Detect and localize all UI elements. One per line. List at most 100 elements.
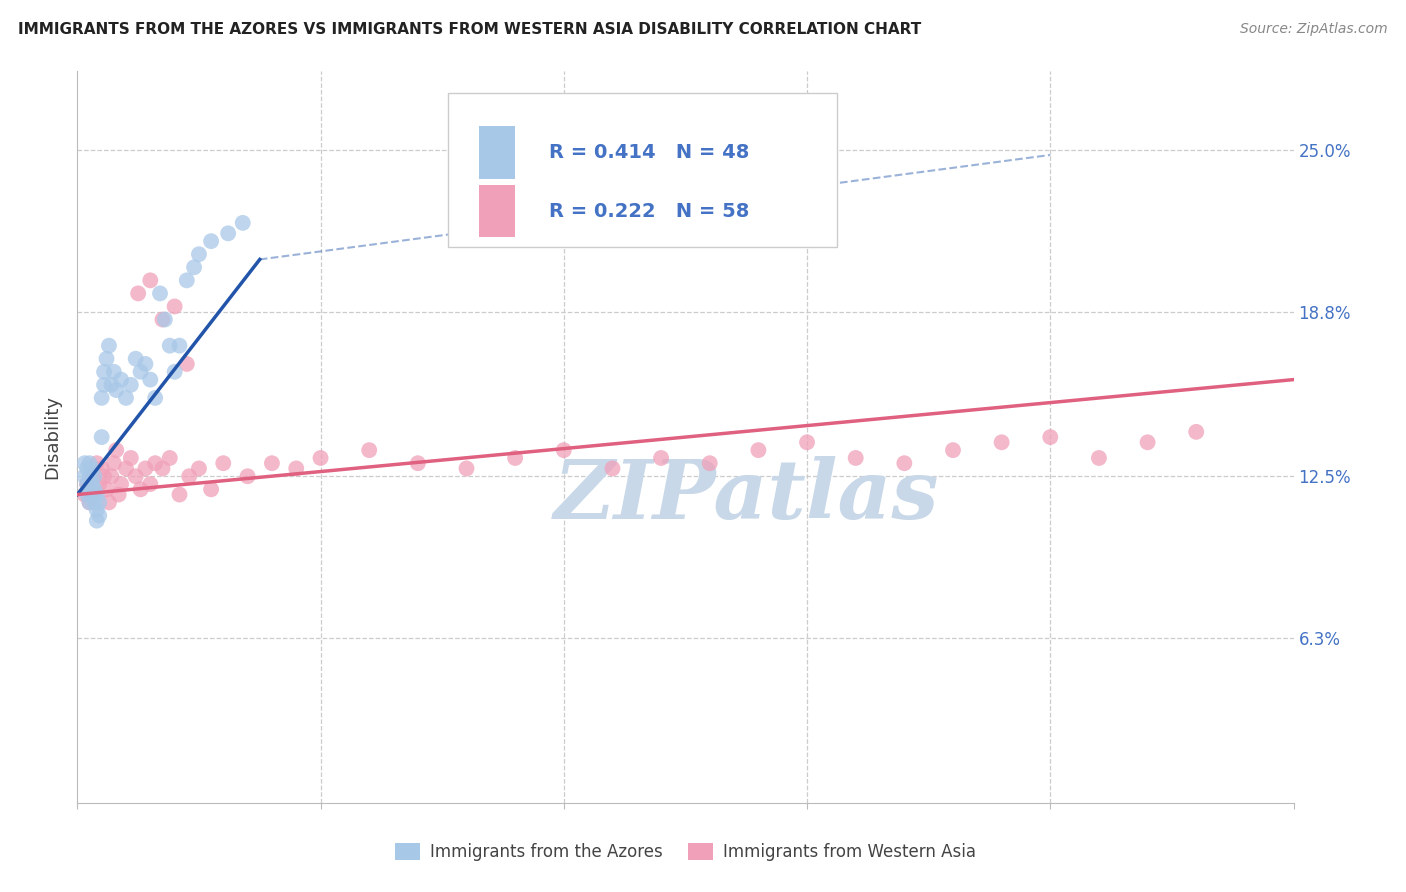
Point <box>125 469 148 483</box>
Point <box>97 495 120 509</box>
Point <box>86 487 108 501</box>
Point <box>115 391 138 405</box>
Point <box>796 435 818 450</box>
Text: ZIPatlas: ZIPatlas <box>554 456 939 535</box>
Point <box>1185 425 1208 439</box>
Point <box>83 487 105 501</box>
Point <box>893 456 915 470</box>
Point <box>83 483 105 497</box>
Text: R = 0.222   N = 58: R = 0.222 N = 58 <box>550 202 749 220</box>
Point <box>845 450 868 465</box>
Point <box>163 300 186 314</box>
Point <box>699 456 721 470</box>
Point <box>406 456 429 470</box>
Point <box>90 461 112 475</box>
Point <box>602 461 624 475</box>
Point <box>188 247 211 261</box>
Point <box>80 487 103 501</box>
Y-axis label: Disability: Disability <box>44 395 62 479</box>
Point <box>90 430 112 444</box>
Point <box>89 508 111 523</box>
Point <box>90 391 112 405</box>
Point <box>134 357 156 371</box>
Point <box>105 383 128 397</box>
Legend: Immigrants from the Azores, Immigrants from Western Asia: Immigrants from the Azores, Immigrants f… <box>388 836 983 868</box>
FancyBboxPatch shape <box>449 94 838 247</box>
Point <box>200 234 222 248</box>
Point <box>260 456 283 470</box>
Point <box>217 227 239 241</box>
Point <box>89 495 111 509</box>
Point <box>139 477 162 491</box>
Point <box>990 435 1012 450</box>
Point <box>97 339 120 353</box>
Point <box>285 461 308 475</box>
Point <box>134 461 156 475</box>
Point <box>127 286 149 301</box>
Point <box>93 377 115 392</box>
Point <box>125 351 148 366</box>
Point <box>89 477 111 491</box>
Point <box>107 487 129 501</box>
Point <box>236 469 259 483</box>
Point <box>100 469 122 483</box>
Point <box>110 477 132 491</box>
Point <box>76 487 98 501</box>
Point <box>110 373 132 387</box>
Point <box>105 443 128 458</box>
Point <box>76 461 98 475</box>
Point <box>143 456 166 470</box>
Point <box>73 469 96 483</box>
Point <box>80 469 103 483</box>
Point <box>115 461 138 475</box>
Text: Source: ZipAtlas.com: Source: ZipAtlas.com <box>1240 22 1388 37</box>
Point <box>103 456 125 470</box>
Point <box>76 477 98 491</box>
Point <box>169 487 191 501</box>
Point <box>79 483 101 497</box>
Point <box>183 260 205 275</box>
Point <box>100 377 122 392</box>
Point <box>103 365 125 379</box>
Point <box>1136 435 1159 450</box>
Point <box>456 461 478 475</box>
Bar <box>478 185 515 237</box>
Point <box>232 216 254 230</box>
Point <box>73 487 96 501</box>
Point <box>503 450 526 465</box>
Point <box>80 477 103 491</box>
Point <box>129 483 152 497</box>
Point <box>359 443 381 458</box>
Point <box>942 443 965 458</box>
Point <box>93 365 115 379</box>
Point <box>83 469 105 483</box>
Point <box>139 373 162 387</box>
Point <box>96 351 118 366</box>
Point <box>83 495 105 509</box>
Point <box>143 391 166 405</box>
Point <box>139 273 162 287</box>
Point <box>149 286 172 301</box>
Point <box>79 495 101 509</box>
Point <box>79 456 101 470</box>
Point <box>188 461 211 475</box>
Point <box>176 273 198 287</box>
Point <box>86 456 108 470</box>
Point <box>179 469 201 483</box>
Point <box>79 495 101 509</box>
Point <box>79 483 101 497</box>
Point <box>152 461 174 475</box>
Point <box>159 450 181 465</box>
Point <box>650 450 672 465</box>
Point <box>86 514 108 528</box>
Point <box>212 456 235 470</box>
Point <box>163 365 186 379</box>
Text: R = 0.414   N = 48: R = 0.414 N = 48 <box>550 143 749 162</box>
Point <box>120 450 142 465</box>
Point <box>309 450 332 465</box>
Point <box>129 365 152 379</box>
Point <box>79 469 101 483</box>
Point <box>1088 450 1111 465</box>
Point <box>152 312 174 326</box>
Point <box>200 483 222 497</box>
